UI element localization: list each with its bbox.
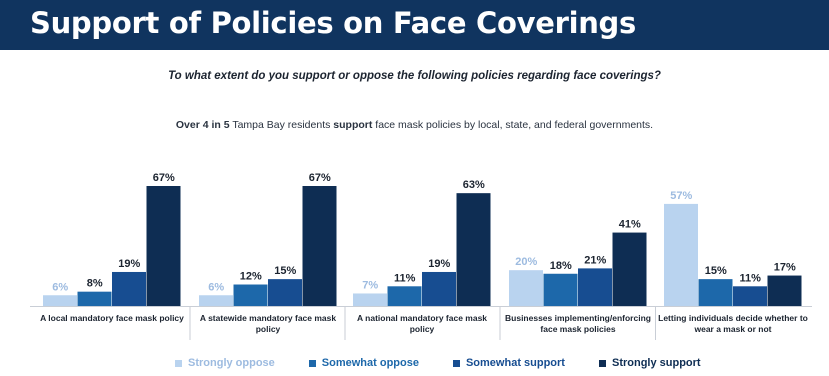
subtitle-bold: support: [333, 119, 373, 131]
bar: [77, 291, 112, 306]
bar: [112, 271, 146, 306]
category-label: Businesses implementing/enforcing: [505, 313, 651, 323]
legend-label: Somewhat support: [465, 357, 565, 369]
category-label: A local mandatory face mask policy: [40, 313, 184, 323]
data-label: 20%: [515, 256, 537, 268]
data-label: 11%: [740, 272, 762, 284]
bar: [698, 279, 733, 306]
survey-question: To what extent do you support or oppose …: [168, 70, 661, 82]
legend-swatch: [308, 359, 316, 367]
bar: [664, 203, 698, 306]
legend-label: Strongly support: [611, 357, 701, 369]
category-label: Letting individuals decide whether to: [658, 313, 808, 323]
bar: [456, 193, 491, 306]
data-label: 19%: [118, 258, 140, 270]
legend-swatch: [598, 359, 606, 367]
bar: [302, 186, 337, 306]
data-label: 18%: [550, 260, 572, 272]
legend-swatch: [175, 359, 182, 367]
bar: [268, 279, 302, 306]
bar: [733, 286, 767, 306]
data-label: 17%: [774, 262, 796, 274]
bar: [543, 273, 578, 306]
chart-subtitle: Over 4 in 5 Tampa Bay residents support …: [0, 119, 829, 131]
data-label: 6%: [208, 281, 224, 293]
data-label: 11%: [394, 272, 416, 284]
data-label: 15%: [274, 265, 296, 277]
page-title: Support of Policies on Face Coverings: [30, 6, 636, 40]
subtitle-lead: Over 4 in 5: [175, 119, 230, 131]
data-label: 6%: [52, 281, 68, 293]
legend-item: Strongly oppose: [175, 357, 275, 369]
category-label: wear a mask or not: [693, 324, 771, 334]
legend-label: Strongly oppose: [188, 357, 275, 369]
legend-item: Somewhat oppose: [308, 357, 419, 369]
category-label: face mask policies: [540, 324, 615, 334]
data-label: 15%: [705, 265, 727, 277]
data-label: 57%: [670, 190, 692, 202]
bar: [353, 293, 387, 306]
bar: [43, 295, 77, 306]
data-label: 8%: [87, 278, 103, 290]
data-label: 41%: [619, 219, 641, 231]
legend-label: Somewhat oppose: [321, 357, 419, 369]
chart-legend: Strongly oppose Somewhat oppose Somewhat s…: [175, 357, 701, 369]
title-bar: Support of Policies on Face Coverings: [0, 0, 829, 50]
bar: [422, 271, 456, 306]
bar: [578, 268, 612, 306]
data-label: 67%: [309, 172, 331, 184]
bar: [612, 232, 647, 306]
bar: [509, 270, 543, 306]
bar: [146, 186, 181, 306]
bar: [233, 284, 268, 306]
bar: [199, 295, 233, 306]
data-label: 21%: [584, 254, 606, 266]
bar: [387, 286, 422, 306]
data-label: 7%: [362, 279, 378, 291]
category-label: A national mandatory face mask: [357, 313, 487, 323]
data-label: 67%: [153, 172, 175, 184]
data-label: 19%: [428, 258, 450, 270]
legend-item: Strongly support: [598, 357, 701, 369]
subtitle-mid: Tampa Bay residents: [229, 119, 334, 131]
data-label: 63%: [463, 179, 485, 191]
category-label: A statewide mandatory face mask: [200, 313, 336, 323]
category-label: policy: [410, 324, 435, 334]
bar: [767, 275, 802, 306]
legend-swatch: [452, 359, 460, 367]
category-label: policy: [256, 324, 281, 334]
subtitle-rest: face mask policies by local, state, and …: [372, 119, 654, 131]
legend-item: Somewhat support: [452, 357, 565, 369]
data-label: 12%: [240, 271, 262, 283]
